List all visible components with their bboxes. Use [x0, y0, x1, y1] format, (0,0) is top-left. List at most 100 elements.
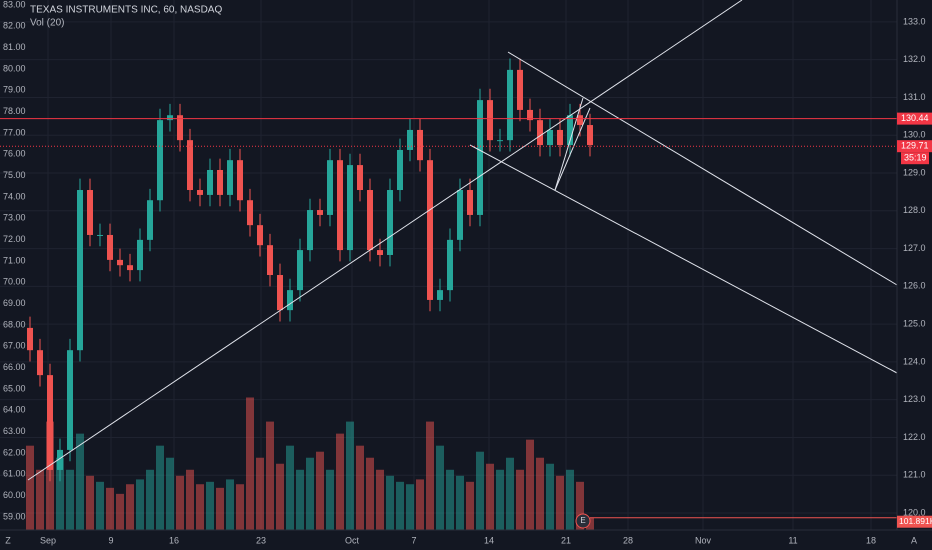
corner-label[interactable]: Z: [5, 535, 11, 545]
volume-bar: [196, 484, 204, 530]
y2-tick-label: 120.0: [903, 507, 926, 517]
y-tick-label: 77.00: [3, 127, 26, 137]
volume-bar: [376, 469, 384, 530]
x-tick-label: 14: [484, 535, 494, 545]
volume-bar: [256, 457, 264, 530]
y2-tick-label: 132.0: [903, 54, 926, 64]
candle-body: [27, 327, 33, 351]
volume-pane: [26, 397, 594, 530]
candles: [27, 58, 593, 482]
volume-bar: [216, 487, 224, 530]
volume-label-box: [897, 515, 932, 528]
candle-body: [157, 120, 163, 201]
volume-label: 101.891K: [899, 516, 932, 526]
countdown: 35:19: [904, 153, 927, 163]
volume-bar: [206, 481, 214, 530]
y2-tick-label: 123.0: [903, 394, 926, 404]
y-tick-label: 81.00: [3, 42, 26, 52]
volume-bar: [446, 469, 454, 530]
candle-body: [257, 225, 263, 246]
earnings-label[interactable]: E: [580, 516, 585, 525]
volume-bar: [466, 481, 474, 530]
axes: 59.00 60.00 61.00 62.00 63.00 64.00 65.00 66.00…: [3, 0, 932, 545]
candle-body: [277, 275, 283, 311]
volume-bar: [136, 479, 144, 530]
candle-body: [247, 200, 253, 226]
volume-bar: [336, 433, 344, 530]
volume-bar: [176, 475, 184, 530]
volume-bar: [266, 421, 274, 530]
candle-body: [337, 160, 343, 251]
candle-body: [167, 115, 173, 121]
y-tick-label: 70.00: [3, 277, 26, 287]
candle-body: [487, 100, 493, 141]
volume-bar: [66, 469, 74, 530]
candle-body: [107, 234, 113, 260]
candle-body: [77, 190, 83, 351]
volume-bar: [56, 457, 64, 530]
volume-bar: [386, 475, 394, 530]
x-tick-label: 18: [866, 535, 876, 545]
volume-bar: [186, 469, 194, 530]
candle-body: [137, 239, 143, 271]
candle-body: [417, 129, 423, 161]
candle-body: [37, 350, 43, 376]
price-label-box: [897, 140, 932, 153]
volume-bar: [406, 484, 414, 530]
candle-body: [347, 165, 353, 251]
candle-body: [427, 160, 433, 300]
candle-body: [287, 290, 293, 311]
x-tick-label: Oct: [345, 535, 360, 545]
y-tick-label: 78.00: [3, 106, 26, 116]
corner-label[interactable]: A: [911, 535, 917, 545]
volume-bar: [556, 475, 564, 530]
volume-bar: [506, 457, 514, 530]
y2-tick-label: 125.0: [903, 318, 926, 328]
volume-bar: [456, 475, 464, 530]
x-tick-label: 7: [411, 535, 416, 545]
candle-body: [227, 160, 233, 195]
earnings-marker[interactable]: [575, 513, 591, 529]
price-label-box: [897, 112, 932, 125]
price-label: 130.44: [901, 113, 929, 123]
y-tick-label: 72.00: [3, 234, 26, 244]
candle-body: [497, 140, 503, 142]
x-tick-label: Nov: [695, 535, 712, 545]
volume-bar: [586, 517, 594, 530]
volume-bar: [156, 445, 164, 530]
volume-bar: [426, 421, 434, 530]
candle-body: [517, 69, 523, 110]
volume-bar: [86, 475, 94, 530]
candle-body: [317, 210, 323, 215]
volume-bar: [476, 451, 484, 530]
candle-body: [117, 259, 123, 266]
candle-body: [357, 165, 363, 191]
candle-body: [397, 149, 403, 191]
y-tick-label: 65.00: [3, 383, 26, 393]
y-tick-label: 69.00: [3, 298, 26, 308]
indicator-label: Vol (20): [30, 18, 64, 29]
right-axis: [897, 0, 932, 530]
y-tick-label: 80.00: [3, 63, 26, 73]
y2-tick-label: 129.0: [903, 167, 926, 177]
candle-body: [367, 190, 373, 251]
candle-body: [537, 120, 543, 146]
volume-bar: [546, 463, 554, 530]
candle-body: [147, 200, 153, 240]
volume-bar: [536, 457, 544, 530]
trend-line: [554, 107, 591, 191]
chart-title: TEXAS INSTRUMENTS INC, 60, NASDAQ: [30, 5, 222, 16]
volume-bar: [396, 481, 404, 530]
volume-bar: [526, 439, 534, 530]
trend-line: [469, 144, 898, 374]
x-tick-label: 11: [788, 535, 797, 545]
y-tick-label: 71.00: [3, 255, 26, 265]
y2-tick-label: 124.0: [903, 356, 926, 366]
y-tick-label: 74.00: [3, 191, 26, 201]
volume-bar: [166, 457, 174, 530]
volume-bar: [146, 469, 154, 530]
candle-body: [307, 210, 313, 251]
candle-body: [577, 115, 583, 126]
